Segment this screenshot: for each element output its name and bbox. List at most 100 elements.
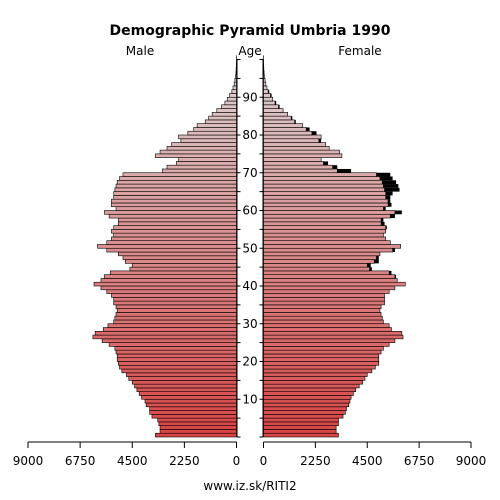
female-bar — [263, 115, 292, 121]
female-excess-bar — [388, 199, 391, 203]
male-x-tick-label: 4500 — [117, 454, 148, 468]
male-bar — [138, 391, 237, 396]
female-excess-bar — [318, 138, 322, 143]
female-bar — [263, 417, 339, 423]
female-excess-bar — [323, 161, 329, 166]
female-bar — [263, 425, 337, 430]
female-bar — [263, 266, 370, 272]
chart-title: Demographic Pyramid Umbria 1990 — [110, 23, 391, 39]
female-bar — [263, 300, 385, 306]
female-bar — [263, 119, 295, 124]
female-excess-bar — [385, 195, 391, 200]
female-bar — [263, 376, 366, 381]
female-excess-bar — [369, 267, 372, 271]
male-bar — [141, 395, 237, 400]
male-bar — [116, 353, 237, 359]
male-bar — [121, 368, 237, 374]
female-bar — [263, 334, 404, 340]
female-bar — [263, 157, 322, 162]
male-bar — [116, 308, 237, 313]
male-bar — [149, 410, 237, 415]
male-bar — [113, 319, 237, 325]
female-bar — [263, 349, 382, 355]
age-tick-label: 40 — [242, 279, 257, 293]
female-label: Female — [338, 44, 381, 58]
female-excess-bar — [270, 93, 272, 98]
male-bars — [92, 55, 237, 438]
age-tick-label: 70 — [242, 166, 257, 180]
female-bar — [263, 327, 392, 332]
female-bar — [263, 361, 380, 366]
male-bar — [111, 293, 237, 298]
male-bar — [97, 244, 237, 249]
male-bar — [229, 93, 237, 98]
female-bars — [263, 55, 406, 438]
female-bar — [263, 259, 375, 264]
female-bar — [263, 161, 324, 166]
female-excess-bar — [275, 101, 277, 105]
age-tick-label: 30 — [242, 317, 257, 331]
female-bar — [263, 251, 381, 257]
male-bar — [113, 195, 237, 200]
female-bar — [263, 217, 382, 223]
female-x-tick-label: 2250 — [300, 454, 331, 468]
age-axis: 10 20 30 40 50 60 70 80 90 — [236, 59, 264, 438]
female-excess-bar — [376, 255, 379, 260]
male-x-tick-label: 2250 — [169, 454, 200, 468]
male-bar — [101, 338, 237, 343]
female-bar — [263, 142, 327, 147]
female-bar — [263, 100, 276, 106]
female-x-tick-label: 9000 — [456, 454, 487, 468]
female-bar — [263, 168, 338, 174]
male-bar — [129, 266, 237, 272]
female-bar — [263, 263, 368, 268]
male-bar — [159, 149, 237, 155]
male-bar — [145, 402, 237, 408]
female-x-tick-label: 4500 — [352, 454, 383, 468]
female-excess-bar — [383, 184, 399, 188]
female-bar — [263, 270, 390, 275]
female-excess-bar — [278, 104, 280, 109]
male-bar — [106, 240, 237, 245]
female-bar — [263, 240, 391, 245]
female-bar — [263, 134, 322, 140]
source-label: www.iz.sk/RITI2 — [203, 479, 296, 493]
male-bar — [193, 127, 237, 132]
male-label: Male — [126, 44, 154, 58]
female-excess-bar — [381, 221, 385, 226]
female-bar — [263, 429, 337, 434]
female-bar — [263, 202, 389, 208]
male-bar — [159, 425, 237, 430]
male-bar — [113, 191, 237, 196]
male-bar — [175, 161, 237, 166]
female-bar — [263, 402, 350, 408]
age-tick-label: 90 — [242, 90, 257, 104]
male-bar — [128, 376, 237, 381]
female-bar — [263, 108, 284, 113]
female-excess-bar — [394, 274, 397, 279]
male-bar — [149, 406, 237, 411]
female-excess-bar — [388, 202, 392, 207]
male-bar — [113, 232, 237, 238]
male-bar — [151, 414, 237, 419]
male-bar — [93, 281, 237, 287]
female-bar — [263, 85, 268, 91]
female-excess-bar — [384, 187, 400, 192]
female-bar — [263, 278, 398, 283]
male-bar — [107, 323, 237, 328]
female-bar — [263, 364, 376, 370]
male-bar — [115, 304, 237, 309]
female-bar — [263, 232, 384, 238]
female-bar — [263, 285, 396, 291]
female-bar — [263, 244, 401, 249]
female-bar — [263, 164, 333, 170]
male-bar — [134, 383, 237, 389]
female-bar — [263, 183, 384, 189]
female-bar — [263, 432, 339, 438]
male-bar — [92, 334, 237, 340]
female-bar — [263, 96, 274, 102]
female-bar — [263, 353, 380, 359]
age-tick-label: 50 — [242, 241, 257, 255]
male-bar — [125, 259, 237, 264]
